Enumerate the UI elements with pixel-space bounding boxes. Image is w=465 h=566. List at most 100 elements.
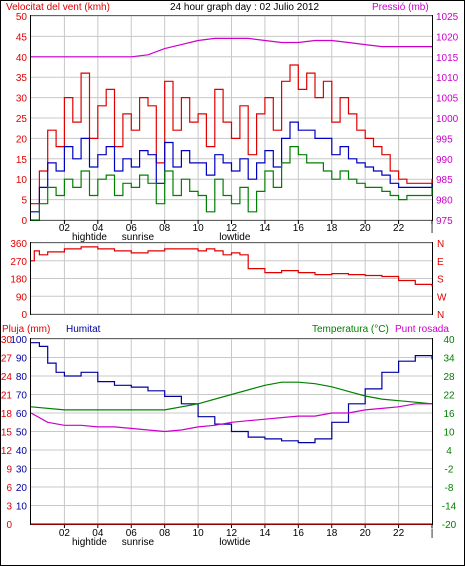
pressure-y-label-7: 1010: [436, 73, 459, 84]
humidity-y-label-2: 30: [16, 465, 28, 476]
humidity-event-lowtide: lowtide: [219, 537, 251, 548]
series-direction-line: [31, 246, 433, 287]
humidity-x-label-5: 12: [226, 528, 238, 539]
temp-y-label-2: -8: [445, 483, 454, 494]
wind-x-label-3: 08: [159, 223, 171, 234]
wind-x-label-10: 22: [393, 223, 405, 234]
pressure-y-label-9: 1020: [436, 32, 459, 43]
temp-y-label-8: 28: [443, 372, 455, 383]
rain-y-label-8: 24: [1, 372, 13, 383]
humidity-x-label-2: 06: [126, 528, 138, 539]
temperature-axis-title: Temperatura (°C): [312, 324, 389, 335]
wind-event-sunrise: sunrise: [122, 232, 155, 243]
dew-point-axis-title: Punt rosada: [395, 324, 449, 335]
chart-title: 24 hour graph day : 02 Julio 2012: [170, 2, 319, 13]
wind-y-label-8: 40: [16, 53, 28, 64]
series-average-line: [31, 121, 433, 213]
rain-y-label-9: 27: [1, 354, 13, 365]
rain-y-label-7: 21: [1, 391, 13, 402]
wind-y-label-3: 15: [16, 155, 28, 166]
temp-y-label-0: -20: [442, 520, 457, 531]
temp-y-label-9: 34: [443, 354, 455, 365]
humidity-x-label-10: 22: [393, 528, 405, 539]
rain-y-label-3: 9: [6, 465, 12, 476]
wind-axis-title: Velocitat del vent (kmh): [6, 2, 110, 13]
humidity-event-sunrise: sunrise: [122, 537, 155, 548]
humidity-x-label-1: 04: [92, 528, 104, 539]
pressure-y-label-4: 995: [436, 134, 453, 145]
pressure-y-label-10: 1025: [436, 12, 459, 23]
humidity-y-label-9: 100: [10, 335, 27, 346]
humidity-y-label-0: 10: [16, 502, 28, 513]
direction-y-label-4: 360: [10, 239, 27, 250]
direction-compass-label-0: N: [437, 310, 444, 321]
direction-y-label-2: 180: [10, 275, 27, 286]
humidity-y-label-4: 50: [16, 428, 28, 439]
wind-y-label-0: 0: [21, 216, 27, 227]
wind-event-hightide: hightide: [72, 232, 107, 243]
humidity-x-label-3: 08: [159, 528, 171, 539]
wind-y-label-9: 45: [16, 32, 28, 43]
wind-x-label-1: 04: [92, 223, 104, 234]
wind-x-label-11: |: [431, 223, 434, 234]
direction-y-label-0: 0: [21, 310, 27, 321]
humidity-y-label-5: 60: [16, 409, 28, 420]
pressure-y-label-1: 980: [436, 196, 453, 207]
wind-x-label-0: 02: [59, 223, 71, 234]
rain-axis-title: Pluja (mm): [2, 324, 50, 335]
pressure-y-label-3: 990: [436, 155, 453, 166]
temp-y-label-6: 16: [443, 409, 455, 420]
humidity-x-label-4: 10: [193, 528, 205, 539]
humidity-x-label-9: 20: [360, 528, 372, 539]
humidity-x-label-11: |: [431, 528, 434, 539]
pressure-y-label-0: 975: [436, 216, 453, 227]
wind-x-label-6: 14: [259, 223, 271, 234]
wind-event-lowtide: lowtide: [219, 232, 251, 243]
temp-y-label-10: 40: [443, 335, 455, 346]
direction-compass-label-2: S: [437, 275, 444, 286]
series-dew-line: [30, 403, 432, 433]
direction-y-label-3: 270: [10, 257, 27, 268]
tick-label-layer: 0510152025303540455097598098599099510001…: [1, 12, 459, 548]
pressure-axis-title: Pressió (mb): [372, 2, 429, 13]
series-humidity-line: [31, 342, 433, 444]
rain-y-label-5: 15: [1, 428, 13, 439]
humidity-x-label-7: 16: [293, 528, 305, 539]
humidity-y-label-1: 20: [16, 483, 28, 494]
wind-y-label-4: 20: [16, 134, 28, 145]
temp-y-label-3: -2: [445, 465, 454, 476]
temp-y-label-1: -14: [442, 502, 457, 513]
series-temperature-line: [30, 381, 433, 411]
humidity-y-label-3: 40: [16, 446, 28, 457]
wind-x-label-2: 06: [126, 223, 138, 234]
temp-y-label-7: 22: [443, 391, 455, 402]
wind-x-label-9: 20: [360, 223, 372, 234]
temp-y-label-5: 10: [443, 428, 455, 439]
wind-y-label-7: 35: [16, 73, 28, 84]
humidity-event-hightide: hightide: [72, 537, 107, 548]
rain-y-label-6: 18: [1, 409, 13, 420]
rain-y-label-4: 12: [1, 446, 13, 457]
series-gust-line: [31, 64, 433, 205]
series-pressure-line: [31, 37, 432, 58]
wind-x-label-8: 18: [326, 223, 338, 234]
wind-y-label-6: 30: [16, 94, 28, 105]
direction-y-label-1: 90: [16, 292, 28, 303]
wind-y-label-2: 10: [16, 175, 28, 186]
direction-compass-label-3: E: [437, 257, 444, 268]
series-layer: [30, 37, 433, 525]
pressure-y-label-2: 985: [436, 175, 453, 186]
humidity-y-label-7: 80: [16, 372, 28, 383]
wind-y-label-10: 50: [16, 12, 28, 23]
humidity-y-label-6: 70: [16, 391, 28, 402]
rain-y-label-1: 3: [6, 502, 12, 513]
rain-y-label-2: 6: [6, 483, 12, 494]
humidity-x-label-6: 14: [259, 528, 271, 539]
wind-y-label-1: 5: [21, 196, 27, 207]
pressure-y-label-6: 1005: [436, 94, 459, 105]
humidity-x-label-8: 18: [326, 528, 338, 539]
wind-y-label-5: 25: [16, 114, 28, 125]
series-minimum-line: [31, 146, 433, 221]
humidity-y-label-8: 90: [16, 354, 28, 365]
